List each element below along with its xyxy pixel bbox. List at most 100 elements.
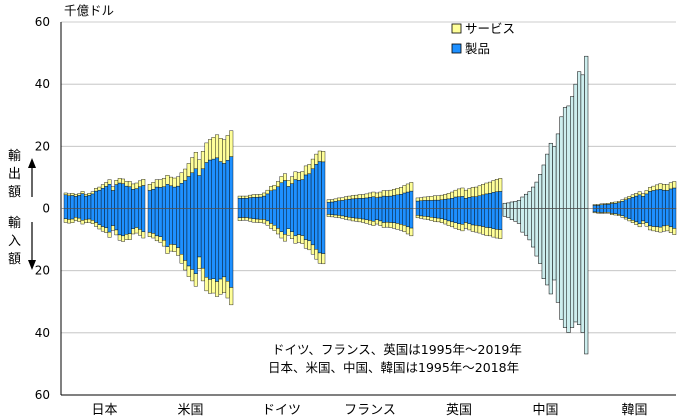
bar-import-goods xyxy=(630,208,635,221)
bar-import-services xyxy=(262,219,267,224)
bar-import-total xyxy=(570,208,575,328)
bar-export-goods xyxy=(450,198,455,209)
bar-import-goods xyxy=(381,208,386,223)
bar-import-total xyxy=(566,208,571,333)
bar-export-goods xyxy=(326,202,331,209)
bar-import-services xyxy=(179,253,184,264)
bar-export-goods xyxy=(276,186,280,209)
bar-import-goods xyxy=(347,208,352,218)
bar-import-goods xyxy=(197,208,202,258)
bar-export-goods xyxy=(70,195,75,209)
bar-export-goods xyxy=(161,186,166,209)
bar-export-services xyxy=(637,191,642,196)
bar-export-services xyxy=(610,202,614,204)
bar-export-services xyxy=(655,184,659,191)
bar-import-total xyxy=(516,208,521,224)
bar-import-goods xyxy=(169,208,173,245)
bar-import-services xyxy=(70,218,75,223)
bar-import-services xyxy=(592,211,597,214)
bar-export-goods xyxy=(225,160,230,209)
bar-export-goods xyxy=(269,190,274,209)
bar-import-services xyxy=(80,220,85,225)
bar-export-goods xyxy=(290,183,294,209)
bar-import-total xyxy=(555,208,560,303)
bar-import-goods xyxy=(658,208,663,228)
bar-import-total xyxy=(577,208,582,326)
bar-export-goods xyxy=(330,201,335,209)
bar-import-goods xyxy=(310,208,315,246)
bar-export-services xyxy=(286,180,291,187)
bar-export-services xyxy=(368,192,372,198)
bar-import-services xyxy=(409,227,414,237)
bar-export-goods xyxy=(222,163,227,209)
bar-import-goods xyxy=(405,208,410,228)
bar-export-goods xyxy=(258,196,263,209)
bar-import-services xyxy=(606,212,611,214)
bar-export-services xyxy=(73,194,78,197)
category-label: ドイツ xyxy=(262,403,301,418)
side-label-import-char: 輸 xyxy=(8,216,21,231)
bar-export-services xyxy=(158,179,163,188)
bar-import-services xyxy=(124,234,129,240)
bar-import-goods xyxy=(286,208,291,229)
category-label: 米国 xyxy=(177,403,203,418)
bar-import-goods xyxy=(90,208,95,221)
bar-export-goods xyxy=(190,172,195,209)
bar-import-goods xyxy=(361,208,366,220)
bar-export-services xyxy=(344,196,348,200)
bar-import-services xyxy=(330,214,335,218)
bar-export-goods xyxy=(620,201,625,209)
bar-export-services xyxy=(354,194,359,199)
bar-import-services xyxy=(429,217,434,221)
bar-export-services xyxy=(84,194,88,197)
bar-import-services xyxy=(276,228,280,235)
bar-import-services xyxy=(117,234,122,241)
bar-export-goods xyxy=(637,194,642,209)
bar-import-services xyxy=(222,276,227,293)
bar-export-services xyxy=(258,194,263,198)
bar-import-goods xyxy=(111,208,115,226)
bar-import-total xyxy=(531,208,536,248)
bar-import-goods xyxy=(77,208,82,219)
bar-import-goods xyxy=(596,208,601,213)
y-axis xyxy=(60,22,676,396)
bar-import-goods xyxy=(620,208,625,216)
bar-export-goods xyxy=(94,190,98,209)
bar-import-goods xyxy=(426,208,430,217)
bar-export-goods xyxy=(415,200,420,209)
bar-import-goods xyxy=(296,208,301,235)
bar-import-goods xyxy=(276,208,280,229)
y-tick-labels: 60 40 20 0 20 40 60 xyxy=(35,15,50,402)
country-group xyxy=(237,150,326,265)
bar-export-services xyxy=(470,187,475,197)
bar-import-goods xyxy=(134,208,139,228)
bar-export-services xyxy=(229,130,234,157)
bar-import-services xyxy=(415,215,420,219)
bar-export-goods xyxy=(215,157,220,209)
bar-export-goods xyxy=(481,194,485,209)
bar-export-services xyxy=(237,195,242,199)
bar-import-goods xyxy=(107,208,112,233)
bar-export-goods xyxy=(317,161,322,209)
bar-export-goods xyxy=(169,185,173,209)
bar-export-services xyxy=(190,157,195,173)
bar-import-services xyxy=(460,224,465,232)
bar-import-goods xyxy=(225,208,230,282)
bar-import-services xyxy=(127,233,132,240)
bar-import-total xyxy=(502,208,507,217)
bar-export-services xyxy=(592,204,597,206)
bar-import-services xyxy=(668,226,673,233)
bar-import-services xyxy=(321,253,326,265)
bar-import-services xyxy=(634,221,639,225)
side-label-export-char: 額 xyxy=(8,185,21,200)
bar-export-goods xyxy=(361,198,366,209)
bar-import-services xyxy=(395,223,400,230)
bar-import-goods xyxy=(80,208,85,221)
bar-import-services xyxy=(378,220,383,226)
bar-import-goods xyxy=(422,208,427,217)
bar-import-services xyxy=(100,226,105,232)
bar-export-goods xyxy=(337,200,341,209)
bar-export-total xyxy=(545,153,550,209)
bar-export-services xyxy=(241,195,246,199)
bar-export-goods xyxy=(494,191,499,209)
